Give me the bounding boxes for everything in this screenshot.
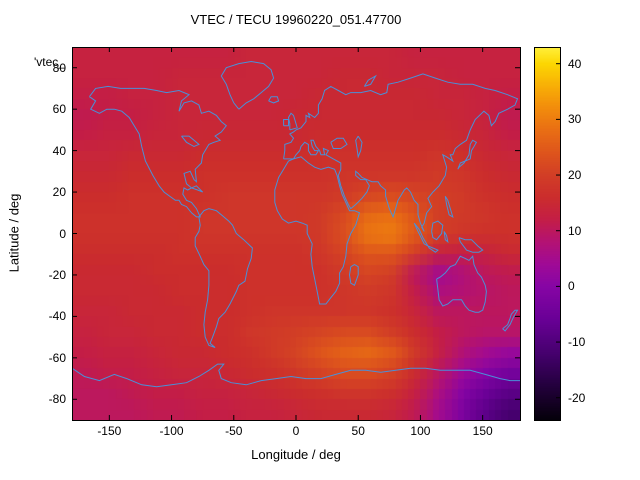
colorbar-tick-label: 30 [568,112,582,127]
y-axis-label: Latitude / deg [6,193,22,273]
colorbar-tick-label: -10 [568,335,586,350]
y-tick-label: -60 [48,350,66,365]
y-tick-label: -40 [48,309,66,324]
y-tick-label: -20 [48,267,66,282]
x-tick-label: 100 [410,424,431,438]
plot-annotation: 'vtec_ [34,55,65,69]
x-axis-label: Longitude / deg [251,447,341,462]
chart-title: VTEC / TECU 19960220_051.47700 [190,12,402,27]
x-tick-label: -50 [225,424,243,438]
y-tick-label: 20 [52,185,66,200]
y-tick-label: 0 [59,226,66,241]
colorbar-tick-label: 40 [568,56,582,71]
x-tick-label: 0 [292,424,300,438]
y-tick-label: -80 [48,392,66,407]
x-tick-label: -150 [97,424,122,438]
colorbar-tick-label: -20 [568,390,586,405]
heatmap-canvas [72,47,520,420]
colorbar-tick-label: 0 [568,279,575,294]
x-tick-label: 50 [351,424,365,438]
colorbar-tick-label: 20 [568,168,582,183]
x-tick-label: 150 [472,424,493,438]
y-tick-label: 40 [52,143,66,158]
colorbar-gradient [534,47,560,420]
x-tick-label: -100 [159,424,184,438]
y-tick-label: 80 [52,60,66,75]
y-tick-label: 60 [52,102,66,117]
colorbar-tick-label: 10 [568,223,582,238]
